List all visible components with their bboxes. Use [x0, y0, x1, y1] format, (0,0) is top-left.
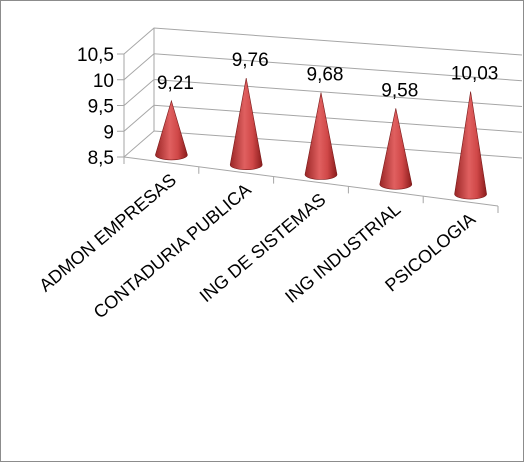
cone-body	[379, 108, 413, 190]
cone-bar	[304, 92, 338, 180]
gridline	[123, 27, 523, 56]
cone-bar	[454, 91, 487, 200]
cone-body	[304, 92, 338, 180]
y-tick-labels: 8,5 9 9,5 10 10,5	[77, 45, 114, 169]
data-label: 9,68	[307, 65, 344, 86]
data-label: 9,21	[157, 73, 194, 94]
x-axis-line	[123, 156, 499, 207]
y-tick-label: 10	[93, 71, 114, 92]
cone-bar	[155, 99, 188, 161]
y-tick-label: 9	[103, 122, 114, 143]
y-tick-label: 9,5	[88, 97, 114, 118]
cone-bar	[379, 108, 413, 190]
cone-bar	[229, 78, 263, 170]
y-tick-label: 8,5	[88, 148, 114, 169]
category-label: CONTADURIA PUBLICA	[90, 179, 255, 322]
data-label: 9,58	[381, 80, 418, 101]
data-labels: 9,21 9,76 9,68 9,58 10,03	[157, 50, 498, 101]
category-label: ADMON EMPRESAS	[35, 170, 180, 296]
category-label: PSICOLOGIA	[381, 209, 479, 296]
cone-body	[229, 78, 263, 170]
y-tick-label: 10,5	[77, 45, 114, 66]
data-label: 10,03	[451, 63, 499, 84]
cone-body	[454, 91, 487, 200]
cones	[155, 78, 487, 200]
cone-body	[155, 99, 188, 161]
data-label: 9,76	[232, 50, 269, 71]
